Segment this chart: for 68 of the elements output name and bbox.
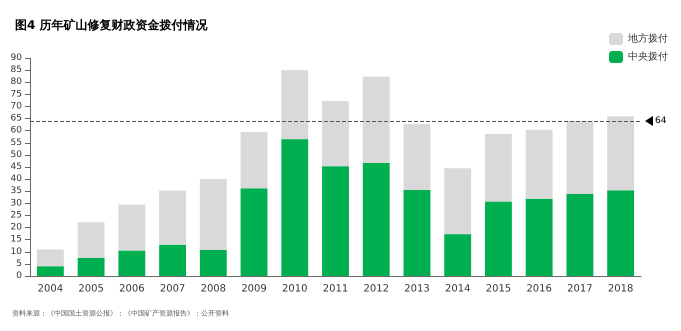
bar: [322, 166, 349, 276]
x-tick-label: 2012: [364, 284, 389, 294]
y-tick-label: 25: [10, 210, 22, 220]
bar: [281, 70, 308, 140]
bar: [118, 204, 146, 251]
y-tick-label: 35: [10, 186, 22, 196]
x-tick-label: 2008: [200, 284, 226, 294]
x-tick-label: 2007: [160, 284, 186, 294]
bar: [78, 222, 105, 258]
x-tick-label: 2018: [608, 284, 634, 294]
x-tick-label: 2015: [486, 284, 512, 294]
bar: [118, 250, 146, 276]
y-tick-label: 15: [10, 234, 22, 245]
bar: [526, 130, 553, 199]
y-tick-label: 90: [10, 53, 22, 63]
bar: [36, 266, 64, 276]
x-tick-label: 2014: [444, 284, 470, 294]
bar: [404, 190, 430, 276]
y-tick-label: 50: [10, 150, 22, 160]
x-tick-label: 2004: [38, 284, 64, 294]
x-tick-label: 2017: [567, 284, 593, 294]
x-tick-label: 2006: [119, 284, 145, 294]
bar: [444, 168, 472, 234]
bar: [607, 116, 634, 190]
bar: [404, 124, 430, 190]
bar: [322, 101, 349, 166]
legend-label: 地方拨付: [627, 32, 668, 44]
bar: [484, 202, 512, 276]
bar: [240, 132, 268, 189]
x-tick-label: 2010: [282, 284, 308, 294]
bar: [444, 234, 472, 276]
x-tick-label: 2013: [404, 284, 430, 294]
bar: [159, 244, 186, 276]
bar: [484, 134, 512, 202]
y-tick-label: 45: [10, 162, 22, 172]
bar: [607, 190, 634, 276]
ref-line-label: 64: [655, 116, 667, 126]
x-tick-label: 2011: [322, 284, 348, 294]
bar: [240, 188, 268, 276]
y-tick-label: 10: [10, 246, 22, 257]
bar: [281, 139, 308, 276]
x-tick-label: 2016: [526, 284, 552, 294]
y-tick-label: 60: [10, 126, 22, 136]
y-tick-label: 5: [16, 258, 22, 269]
bar: [566, 194, 594, 276]
y-tick-label: 40: [10, 174, 22, 184]
y-tick-label: 0: [16, 271, 22, 281]
y-tick-label: 55: [10, 138, 22, 148]
bar: [200, 179, 227, 250]
y-tick-label: 75: [10, 89, 22, 100]
bar: [362, 76, 390, 163]
x-tick-label: 2005: [78, 284, 104, 294]
y-tick-label: 85: [10, 65, 22, 76]
legend-label: 中央拨付: [628, 50, 668, 62]
chart-title: 图4 历年矿山修复财政资金拨付情况: [15, 18, 209, 32]
y-tick-label: 80: [10, 77, 22, 88]
bar: [78, 258, 105, 276]
y-tick-label: 20: [10, 222, 22, 233]
y-tick-label: 30: [10, 198, 22, 208]
x-tick-label: 2009: [241, 284, 267, 294]
bar: [200, 250, 227, 276]
bar: [526, 198, 553, 276]
bar: [36, 249, 64, 266]
y-tick-label: 70: [10, 101, 22, 112]
bar: [362, 162, 390, 276]
bar: [159, 190, 186, 245]
y-tick-label: 65: [10, 114, 22, 124]
bar: [566, 120, 594, 194]
